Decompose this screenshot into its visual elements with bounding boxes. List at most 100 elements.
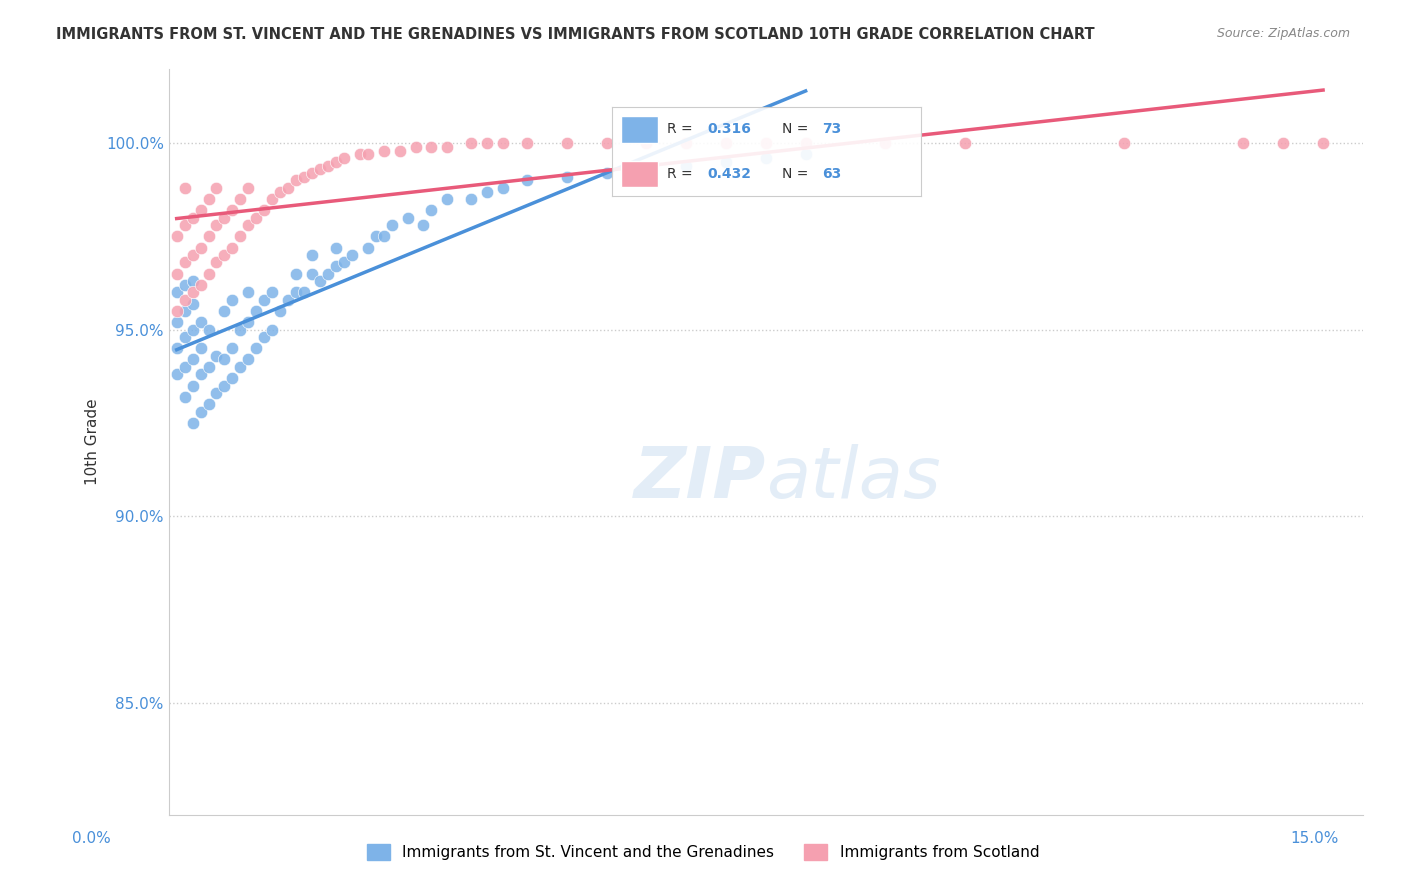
Point [166, 341, 188, 355]
Point [388, 144, 411, 158]
Point [1232, 136, 1254, 150]
Point [381, 218, 404, 232]
Point [301, 267, 323, 281]
Point [190, 241, 212, 255]
Point [229, 323, 252, 337]
Point [173, 277, 195, 292]
Text: 63: 63 [823, 167, 841, 181]
FancyBboxPatch shape [621, 116, 658, 143]
Point [166, 368, 188, 382]
Point [595, 166, 617, 180]
Point [205, 386, 228, 401]
Point [1312, 136, 1334, 150]
Point [190, 368, 212, 382]
Point [555, 169, 578, 184]
Point [253, 330, 276, 344]
Point [277, 293, 299, 307]
Point [221, 203, 243, 218]
Point [492, 136, 515, 150]
Point [1272, 136, 1295, 150]
Point [325, 241, 347, 255]
Point [181, 274, 204, 288]
Point [205, 218, 228, 232]
Point [238, 315, 260, 329]
Point [221, 371, 243, 385]
Point [181, 211, 204, 225]
Text: 15.0%: 15.0% [1291, 831, 1339, 846]
Point [285, 267, 308, 281]
Point [475, 185, 498, 199]
Point [173, 359, 195, 374]
Point [755, 151, 778, 165]
Text: R =: R = [668, 167, 697, 181]
Point [675, 136, 697, 150]
Point [794, 147, 817, 161]
Point [309, 274, 332, 288]
Point [325, 259, 347, 273]
Point [197, 229, 219, 244]
Point [197, 359, 219, 374]
Point [333, 151, 356, 165]
Point [262, 285, 284, 300]
Point [349, 147, 371, 161]
Point [205, 255, 228, 269]
Point [875, 136, 897, 150]
Point [595, 136, 617, 150]
Point [636, 162, 658, 177]
Text: ZIP: ZIP [634, 444, 766, 513]
Point [214, 352, 236, 367]
Point [420, 140, 443, 154]
Point [238, 285, 260, 300]
Point [166, 304, 188, 318]
Point [420, 203, 443, 218]
Point [325, 154, 347, 169]
Point [714, 136, 737, 150]
Point [181, 378, 204, 392]
Text: atlas: atlas [766, 444, 941, 513]
Point [277, 181, 299, 195]
FancyBboxPatch shape [621, 161, 658, 187]
Text: 73: 73 [823, 122, 841, 136]
Point [190, 277, 212, 292]
Point [245, 341, 267, 355]
Legend: Immigrants from St. Vincent and the Grenadines, Immigrants from Scotland: Immigrants from St. Vincent and the Gren… [361, 838, 1045, 866]
Point [714, 154, 737, 169]
Point [197, 397, 219, 411]
Point [181, 416, 204, 430]
Point [214, 378, 236, 392]
Point [197, 267, 219, 281]
Point [173, 293, 195, 307]
Point [555, 136, 578, 150]
Point [238, 352, 260, 367]
Point [205, 349, 228, 363]
Point [173, 218, 195, 232]
Text: R =: R = [668, 122, 697, 136]
Y-axis label: 10th Grade: 10th Grade [86, 398, 100, 485]
Point [396, 211, 419, 225]
Point [245, 211, 267, 225]
Point [373, 144, 395, 158]
Point [357, 147, 380, 161]
Point [173, 390, 195, 404]
Point [373, 229, 395, 244]
Point [516, 173, 538, 187]
Point [340, 248, 363, 262]
Point [953, 136, 976, 150]
Point [181, 323, 204, 337]
Point [166, 285, 188, 300]
Point [516, 136, 538, 150]
Point [245, 304, 267, 318]
Text: Source: ZipAtlas.com: Source: ZipAtlas.com [1216, 27, 1350, 40]
Point [301, 248, 323, 262]
Point [436, 140, 458, 154]
Point [214, 304, 236, 318]
Point [238, 218, 260, 232]
Point [181, 248, 204, 262]
Point [190, 315, 212, 329]
Text: 0.316: 0.316 [707, 122, 751, 136]
Point [229, 229, 252, 244]
Point [221, 293, 243, 307]
Point [253, 203, 276, 218]
Point [214, 248, 236, 262]
Point [269, 185, 291, 199]
